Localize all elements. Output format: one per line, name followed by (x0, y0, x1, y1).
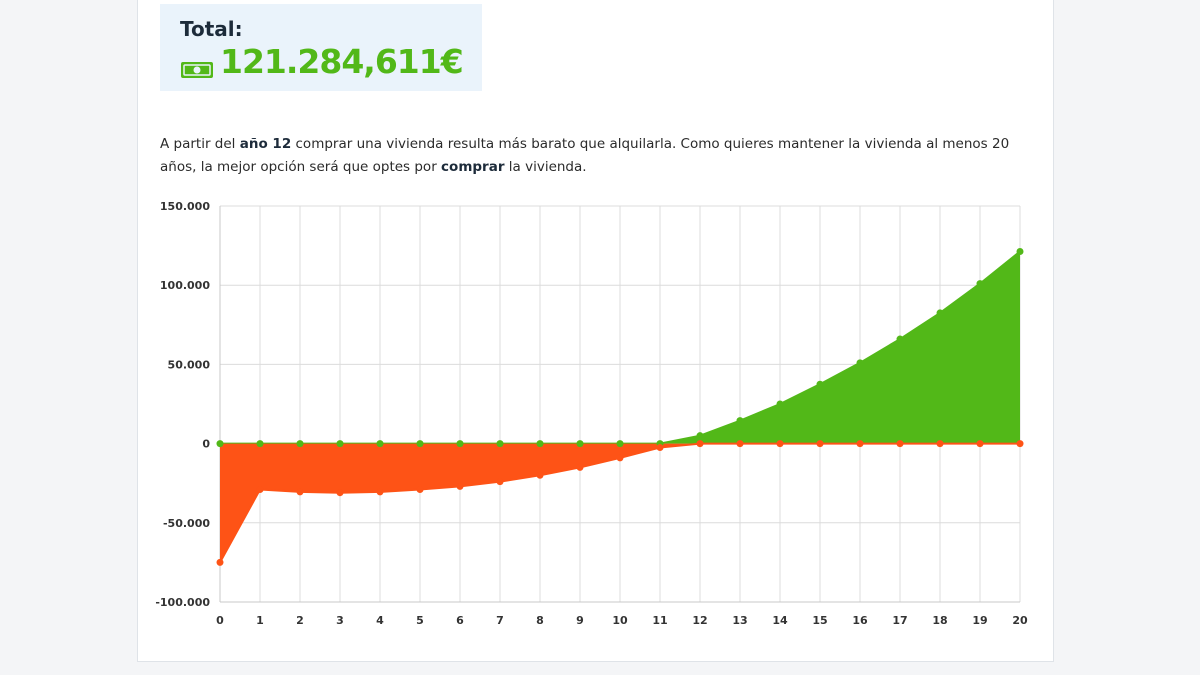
series-0-point (296, 440, 304, 448)
series-1-point (216, 558, 224, 566)
series-0-point (576, 440, 584, 448)
series-1-point (816, 440, 824, 448)
series-1-point (1016, 440, 1024, 448)
x-tick-label: 2 (296, 614, 304, 627)
series-1-point (656, 444, 664, 452)
series-0-point (736, 417, 744, 425)
desc-buy-highlight: comprar (441, 159, 505, 175)
x-tick-label: 6 (456, 614, 464, 627)
series-0-point (616, 440, 624, 448)
series-1-point (856, 440, 864, 448)
results-card: Total: 121.284,611€ A partir del año 12 … (137, 0, 1054, 662)
series-0-point (256, 440, 264, 448)
total-box: Total: 121.284,611€ (160, 4, 482, 91)
series-0-point (536, 440, 544, 448)
y-tick-label: 100.000 (160, 279, 210, 292)
x-tick-label: 0 (216, 614, 224, 627)
series-1-point (576, 463, 584, 471)
y-tick-label: 50.000 (168, 358, 211, 371)
total-value-row: 121.284,611€ (180, 41, 464, 81)
money-bill-icon (180, 50, 214, 78)
x-tick-label: 3 (336, 614, 344, 627)
series-1-point (336, 489, 344, 497)
series-1-area (220, 443, 1020, 563)
y-tick-label: -100.000 (155, 596, 210, 609)
series-0-point (1016, 247, 1024, 255)
x-tick-label: 16 (852, 614, 868, 627)
series-0-point (376, 440, 384, 448)
y-tick-label: 0 (202, 438, 210, 451)
series-1-point (376, 488, 384, 496)
x-tick-label: 10 (612, 614, 628, 627)
x-tick-label: 8 (536, 614, 544, 627)
desc-part-3: la vivienda. (504, 159, 587, 175)
x-tick-label: 1 (256, 614, 264, 627)
x-tick-label: 11 (652, 614, 667, 627)
series-1-point (536, 471, 544, 479)
series-1-point (456, 482, 464, 490)
x-tick-label: 14 (772, 614, 788, 627)
y-tick-label: 150.000 (160, 200, 210, 213)
series-1-point (736, 440, 744, 448)
series-0-point (336, 440, 344, 448)
series-1-point (936, 440, 944, 448)
series-0-point (456, 440, 464, 448)
recommendation-text: A partir del año 12 comprar una vivienda… (160, 133, 1040, 179)
x-tick-label: 9 (576, 614, 584, 627)
x-tick-label: 20 (1012, 614, 1028, 627)
series-0-point (816, 380, 824, 388)
series-0-point (496, 440, 504, 448)
series-1-point (416, 486, 424, 494)
x-tick-label: 17 (892, 614, 907, 627)
series-0-point (416, 440, 424, 448)
x-tick-label: 7 (496, 614, 504, 627)
series-0-point (936, 309, 944, 317)
series-0-point (776, 400, 784, 408)
series-1-point (616, 454, 624, 462)
x-tick-label: 5 (416, 614, 424, 627)
x-tick-label: 19 (972, 614, 987, 627)
total-amount: 121.284,611€ (220, 41, 464, 81)
series-1-point (256, 486, 264, 494)
series-1-point (896, 440, 904, 448)
desc-part-2: comprar una vivienda resulta más barato … (160, 136, 1010, 175)
series-0-point (216, 440, 224, 448)
x-tick-label: 18 (932, 614, 947, 627)
series-0-point (896, 335, 904, 343)
series-1-point (296, 488, 304, 496)
total-label: Total: (180, 17, 243, 41)
desc-part-1: A partir del (160, 136, 240, 152)
series-0-point (976, 280, 984, 288)
x-tick-label: 12 (692, 614, 707, 627)
series-0-area (220, 251, 1020, 444)
series-1-point (976, 440, 984, 448)
y-tick-label: -50.000 (163, 517, 210, 530)
series-1-point (776, 440, 784, 448)
series-1-point (696, 440, 704, 448)
x-tick-label: 15 (812, 614, 827, 627)
x-tick-label: 13 (732, 614, 747, 627)
x-tick-label: 4 (376, 614, 384, 627)
series-1-point (496, 478, 504, 486)
desc-year-highlight: año 12 (239, 136, 292, 152)
series-0-point (856, 359, 864, 367)
series-0-point (696, 432, 704, 440)
